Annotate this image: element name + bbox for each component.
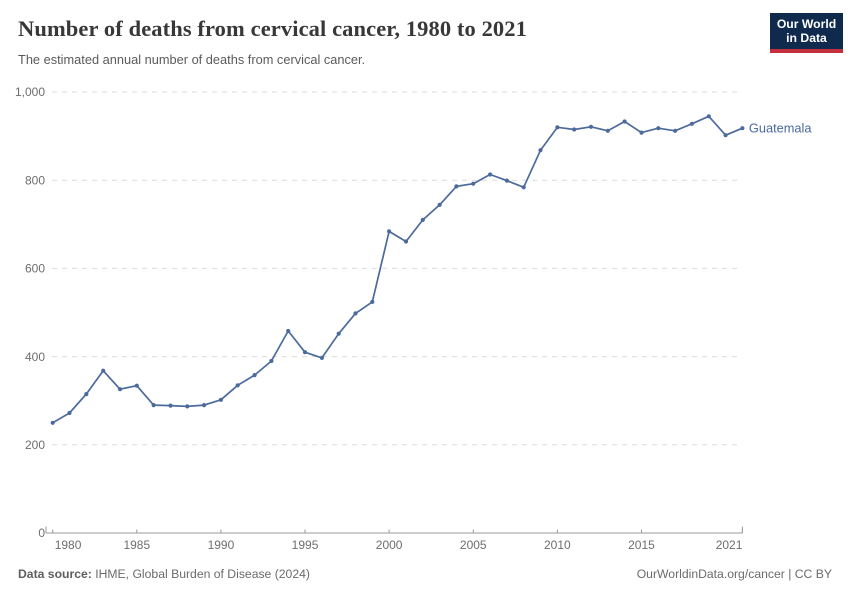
y-tick-label-0: 0 <box>38 526 45 540</box>
data-point-1992[interactable] <box>252 373 257 378</box>
data-point-2006[interactable] <box>488 172 493 177</box>
owid-logo-line1: Our World <box>776 17 837 31</box>
data-point-2018[interactable] <box>689 121 695 126</box>
data-point-2013[interactable] <box>605 128 610 133</box>
data-point-1996[interactable] <box>319 355 324 360</box>
owid-logo-line2: in Data <box>786 31 827 45</box>
data-point-2001[interactable] <box>403 239 409 244</box>
x-tick-label-1980: 1980 <box>55 538 82 552</box>
data-point-2012[interactable] <box>588 124 594 129</box>
y-tick-label-800: 800 <box>25 173 45 187</box>
data-point-2015[interactable] <box>639 130 644 135</box>
data-point-2014[interactable] <box>622 119 627 124</box>
data-point-2019[interactable] <box>706 114 711 119</box>
data-point-2020[interactable] <box>723 133 728 138</box>
x-tick-label-1995: 1995 <box>292 538 319 552</box>
data-point-1991[interactable] <box>235 383 240 388</box>
y-tick-label-400: 400 <box>25 350 45 364</box>
data-point-1981[interactable] <box>67 410 72 416</box>
data-point-1993[interactable] <box>269 358 274 364</box>
data-point-2009[interactable] <box>538 148 543 153</box>
data-point-1990[interactable] <box>218 397 223 402</box>
footer-license-link[interactable]: OurWorldinData.org/cancer | CC BY <box>636 567 832 581</box>
data-point-2011[interactable] <box>572 127 577 132</box>
x-tick-label-2010: 2010 <box>544 538 571 552</box>
page-title: Number of deaths from cervical cancer, 1… <box>18 16 527 41</box>
data-source-label: Data source: <box>18 567 92 581</box>
data-source: Data source: IHME, Global Burden of Dise… <box>18 567 310 581</box>
x-tick-label-1985: 1985 <box>123 538 150 552</box>
data-point-1987[interactable] <box>168 403 173 408</box>
x-tick-label-2015: 2015 <box>628 538 655 552</box>
data-point-1988[interactable] <box>185 404 190 409</box>
data-point-1983[interactable] <box>101 368 106 373</box>
data-point-1984[interactable] <box>117 387 123 392</box>
data-point-2016[interactable] <box>656 126 661 131</box>
data-point-2000[interactable] <box>387 229 392 234</box>
page-subtitle: The estimated annual number of deaths fr… <box>18 52 366 67</box>
series-line-guatemala[interactable] <box>51 115 744 424</box>
data-point-2004[interactable] <box>454 184 459 189</box>
data-point-2002[interactable] <box>420 217 425 222</box>
series-end-label-guatemala[interactable]: Guatemala <box>749 120 812 135</box>
y-tick-label-1000: 1,000 <box>15 85 45 99</box>
y-tick-label-600: 600 <box>25 262 45 276</box>
data-point-2003[interactable] <box>437 202 442 207</box>
data-point-2021[interactable] <box>740 126 745 131</box>
data-point-2005[interactable] <box>471 181 476 186</box>
y-tick-label-200: 200 <box>25 438 45 452</box>
x-tick-label-1990: 1990 <box>208 538 235 552</box>
data-point-1986[interactable] <box>151 403 156 408</box>
data-point-1997[interactable] <box>336 331 341 336</box>
data-point-2008[interactable] <box>521 185 526 190</box>
x-tick-label-2000: 2000 <box>376 538 403 552</box>
data-point-2010[interactable] <box>555 125 560 130</box>
data-point-1999[interactable] <box>370 299 375 304</box>
chart-footer: Data source: IHME, Global Burden of Dise… <box>18 567 832 581</box>
data-point-1994[interactable] <box>286 328 291 334</box>
data-point-1989[interactable] <box>202 403 207 408</box>
data-source-value: IHME, Global Burden of Disease (2024) <box>91 567 310 581</box>
data-point-1980[interactable] <box>50 420 55 425</box>
x-tick-label-2005: 2005 <box>460 538 487 552</box>
data-point-1995[interactable] <box>302 350 308 355</box>
data-point-2017[interactable] <box>673 128 678 133</box>
owid-logo[interactable]: Our World in Data <box>770 13 843 53</box>
x-tick-label-2021: 2021 <box>716 538 743 552</box>
data-point-1985[interactable] <box>134 383 139 388</box>
data-point-1998[interactable] <box>353 311 358 316</box>
data-point-1982[interactable] <box>84 392 89 397</box>
data-point-2007[interactable] <box>504 178 509 183</box>
